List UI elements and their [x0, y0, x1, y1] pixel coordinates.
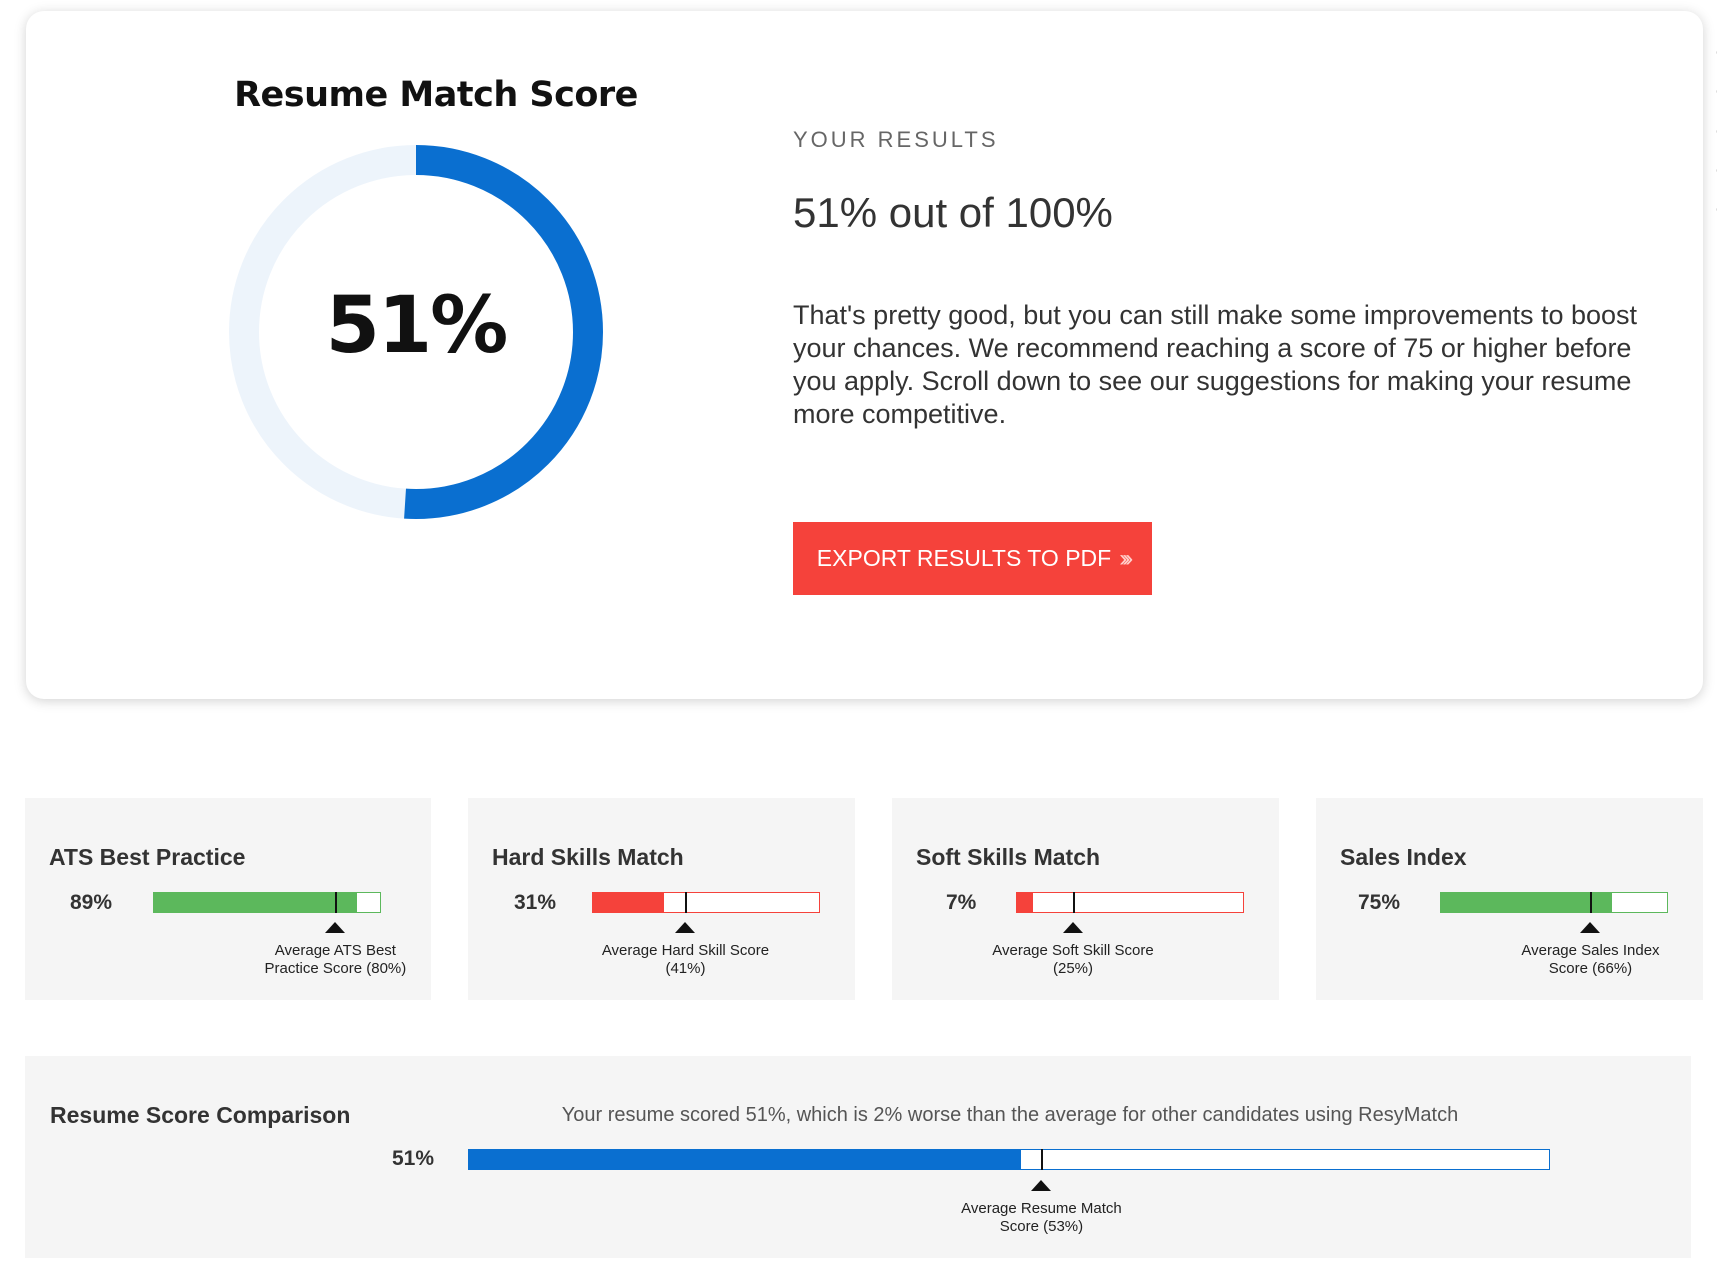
comparison-bar — [468, 1149, 1550, 1170]
score-percent: 51% — [325, 281, 509, 371]
results-kicker: YOUR RESULTS — [793, 127, 999, 152]
comparison-title: Resume Score Comparison — [50, 1102, 351, 1128]
export-pdf-button[interactable]: EXPORT RESULTS TO PDF ››› — [793, 522, 1152, 595]
average-arrow-icon — [1063, 922, 1083, 933]
average-label: Average Hard Skill Score (41%) — [601, 942, 770, 977]
average-marker — [1041, 1149, 1044, 1170]
metric-bar-fill — [1017, 893, 1033, 912]
metric-title: Hard Skills Match — [492, 844, 684, 870]
average-arrow-icon — [675, 922, 696, 933]
metric-title: ATS Best Practice — [49, 844, 246, 870]
average-marker — [1073, 892, 1075, 913]
metric-bar — [153, 892, 381, 913]
metric-title: Sales Index — [1340, 844, 1467, 870]
comparison-sentence: Your resume scored 51%, which is 2% wors… — [561, 1104, 1459, 1126]
average-arrow-icon — [1580, 922, 1601, 933]
metric-bar-fill — [1441, 893, 1612, 912]
score-summary-card: Resume Match Score 51% YOUR RESULTS 51% … — [26, 11, 1717, 699]
average-label: Average ATS Best Practice Score (80%) — [264, 942, 407, 977]
metric-bar-fill — [154, 893, 357, 912]
average-label: Average Soft Skill Score (25%) — [992, 942, 1154, 977]
score-comparison-card: Resume Score Comparison Your resume scor… — [25, 1056, 1691, 1258]
average-label: Average Sales Index Score (66%) — [1521, 942, 1660, 977]
donut-progress-arc — [229, 145, 603, 519]
comparison-bar-fill — [469, 1150, 1021, 1169]
average-marker — [685, 892, 688, 913]
metric-value: 89% — [70, 891, 113, 914]
chevrons-right-icon: ››› — [1119, 544, 1133, 572]
average-marker — [1590, 892, 1593, 913]
average-arrow-icon — [325, 922, 346, 933]
metric-title: Soft Skills Match — [916, 844, 1101, 870]
export-pdf-label: EXPORT RESULTS TO PDF — [816, 545, 1112, 571]
average-arrow-icon — [1031, 1180, 1052, 1191]
average-marker — [335, 892, 338, 913]
results-headline: 51% out of 100% — [793, 189, 1113, 236]
comparison-value: 51% — [392, 1147, 435, 1170]
metric-card-hard-skills: Hard Skills Match 31% Average Hard Skill… — [468, 798, 855, 1000]
average-label: Average Resume Match Score (53%) — [961, 1200, 1122, 1235]
metric-bar — [592, 892, 820, 913]
metric-bar-fill — [593, 893, 664, 912]
score-title: Resume Match Score — [234, 75, 638, 115]
metric-value: 31% — [514, 891, 557, 914]
metric-value: 7% — [946, 891, 977, 914]
score-donut-chart — [229, 145, 603, 519]
metric-bar — [1016, 892, 1244, 913]
metric-card-sales-index: Sales Index 75% Average Sales Index Scor… — [1316, 798, 1703, 1000]
metric-bar — [1440, 892, 1668, 913]
metric-value: 75% — [1358, 891, 1401, 914]
results-description: That's pretty good, but you can still ma… — [793, 300, 1638, 429]
metric-card-ats: ATS Best Practice 89% Average ATS Best P… — [25, 798, 431, 1000]
metric-card-soft-skills: Soft Skills Match 7% Average Soft Skill … — [892, 798, 1279, 1000]
